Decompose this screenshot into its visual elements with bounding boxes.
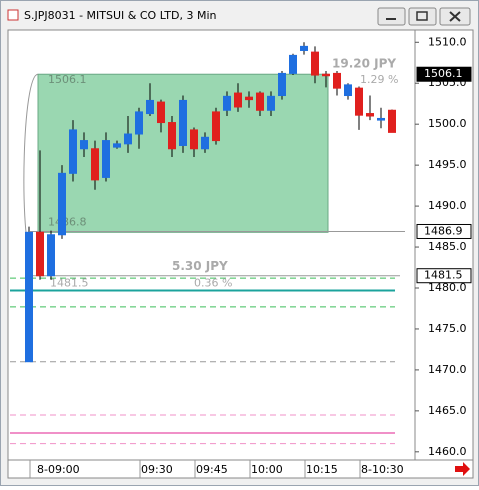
measure-top-label: 1506.1 bbox=[48, 73, 87, 86]
price-axis bbox=[414, 29, 474, 461]
y-tick-label: 1465.0 bbox=[428, 404, 467, 417]
candle-body bbox=[102, 140, 110, 178]
window-buttons[interactable] bbox=[377, 7, 471, 26]
candle-body bbox=[245, 96, 253, 101]
measure-change: 19.20 JPY bbox=[332, 57, 396, 71]
candle-body bbox=[58, 172, 66, 236]
minimize-button[interactable] bbox=[377, 7, 406, 26]
candle-body bbox=[311, 51, 319, 76]
candle-body bbox=[113, 143, 121, 148]
candle-body bbox=[80, 140, 88, 150]
candle-body bbox=[355, 87, 363, 116]
candle-body bbox=[91, 148, 99, 181]
y-tick-label: 1500.0 bbox=[428, 117, 467, 130]
scroll-arrow[interactable] bbox=[455, 462, 470, 476]
candle-body bbox=[47, 234, 55, 277]
x-tick-label: 10:00 bbox=[251, 463, 283, 476]
candle-body bbox=[344, 84, 352, 97]
candle-body bbox=[168, 122, 176, 150]
candle-body bbox=[146, 99, 154, 115]
candle-body bbox=[223, 95, 231, 111]
level-label: 1481.5 bbox=[50, 277, 89, 290]
maximize-button[interactable] bbox=[408, 7, 437, 26]
candle-body bbox=[377, 117, 385, 121]
candle-body bbox=[36, 231, 44, 277]
y-tick-label: 1480.0 bbox=[428, 281, 467, 294]
candle-body bbox=[124, 133, 132, 145]
measure-bottom-label: 1486.8 bbox=[48, 215, 87, 228]
candle-body bbox=[366, 113, 374, 117]
y-tick-label: 1495.0 bbox=[428, 158, 467, 171]
icon bbox=[449, 11, 461, 22]
x-tick-label: 10:15 bbox=[306, 463, 338, 476]
x-tick-label: 8-09:00 bbox=[37, 463, 80, 476]
measure-percent: 1.29 % bbox=[360, 73, 398, 86]
candle-body bbox=[234, 92, 242, 108]
candle-body bbox=[256, 92, 264, 111]
level-percent: 0.36 % bbox=[194, 277, 232, 290]
x-tick-label: 09:30 bbox=[141, 463, 173, 476]
app-icon bbox=[7, 9, 19, 21]
candle-body bbox=[25, 231, 33, 363]
price-tag-label: 1486.9 bbox=[424, 224, 463, 237]
y-tick-label: 1475.0 bbox=[428, 322, 467, 335]
icon bbox=[416, 11, 428, 21]
candle-body bbox=[69, 129, 77, 174]
y-tick-label: 1510.0 bbox=[428, 35, 467, 48]
y-tick-label: 1460.0 bbox=[428, 445, 467, 458]
window-title: S.JPJ8031 - MITSUI & CO LTD, 3 Min bbox=[24, 9, 217, 22]
x-tick-label: 09:45 bbox=[196, 463, 228, 476]
candle-body bbox=[135, 111, 143, 135]
y-tick-label: 1470.0 bbox=[428, 363, 467, 376]
candle-body bbox=[289, 54, 297, 74]
candle-body bbox=[267, 95, 275, 111]
candle-body bbox=[322, 73, 330, 77]
candle-body bbox=[201, 136, 209, 150]
candle-body bbox=[388, 109, 396, 133]
price-tag bbox=[416, 66, 472, 82]
candle-body bbox=[212, 111, 220, 142]
candle-body bbox=[300, 45, 308, 51]
x-tick-label: 8-10:30 bbox=[361, 463, 404, 476]
price-tag-label: 1481.5 bbox=[424, 269, 463, 282]
price-tag bbox=[416, 268, 472, 284]
candle-body bbox=[179, 99, 187, 146]
y-tick-label: 1485.0 bbox=[428, 240, 467, 253]
candle-body bbox=[190, 129, 198, 150]
price-tag bbox=[416, 223, 472, 239]
level-change: 5.30 JPY bbox=[172, 259, 228, 273]
candle-body bbox=[278, 72, 286, 97]
candle-body bbox=[333, 72, 341, 89]
time-axis bbox=[7, 459, 474, 479]
price-tag-label: 1506.1 bbox=[424, 67, 463, 80]
candle-body bbox=[157, 101, 165, 124]
y-tick-label: 1490.0 bbox=[428, 199, 467, 212]
